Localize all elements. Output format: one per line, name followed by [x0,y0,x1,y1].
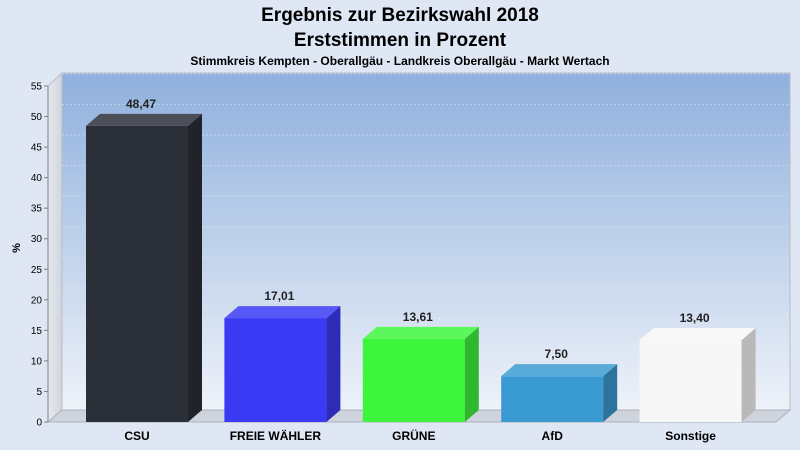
bar-top [224,306,341,319]
y-axis-label: % [11,243,23,253]
bar-front [224,318,327,422]
x-tick-label: GRÜNE [392,428,435,443]
bar-top [86,113,202,126]
bar-front [86,125,188,422]
y-tick-label: 15 [31,326,43,337]
data-label: 13,61 [403,310,433,324]
bar-front [639,340,742,422]
x-tick-label: FREIE WÄHLER [230,428,322,443]
bar-freie-w-hler: 17,01 [224,289,341,422]
bar-side [326,306,341,422]
data-label: 17,01 [264,289,294,303]
bar-front [362,338,465,422]
bar-top [639,328,756,341]
data-label: 7,50 [545,347,569,361]
data-label: 13,40 [680,311,710,325]
y-tick-label: 55 [31,82,43,93]
y-axis: 0 5 10 15 20 25 30 35 40 45 50 55 [31,82,49,429]
bar-csu: 48,47 [86,97,202,422]
x-tick-label: CSU [124,429,149,443]
bar-front [501,376,604,422]
y-tick-label: 25 [31,265,43,276]
bar-sonstige: 13,40 [639,311,756,422]
y-tick-label: 20 [31,295,43,306]
x-axis-labels: CSU FREIE WÄHLER GRÜNE AfD Sonstige [124,428,716,443]
plot-side-wall [47,71,63,424]
y-tick-label: 5 [36,387,42,398]
y-tick-label: 50 [31,112,43,123]
bar-gr-ne: 13,61 [362,310,479,422]
data-label: 48,47 [126,97,156,111]
y-tick-label: 0 [36,418,42,429]
bar-side [741,328,756,422]
y-tick-label: 45 [31,143,43,154]
chart-title-line1: Ergebnis zur Bezirkswahl 2018 [261,5,539,26]
bar-side [188,113,202,422]
y-tick-label: 40 [31,173,43,184]
chart-subtitle: Stimmkreis Kempten - Oberallgäu - Landkr… [190,54,609,68]
chart-title-line2: Erststimmen in Prozent [294,30,507,51]
y-tick-label: 30 [31,234,43,245]
x-tick-label: AfD [542,429,564,443]
bar-side [603,364,618,422]
x-tick-label: Sonstige [665,429,716,443]
y-tick-label: 35 [31,204,43,215]
bar-afd: 7,50 [501,347,618,422]
bar-side [464,326,479,422]
bar-top [362,326,479,339]
bars: 48,47 17,01 13,61 7,50 13,40 [86,97,756,422]
y-tick-label: 10 [31,356,43,367]
bar-top [501,364,618,377]
